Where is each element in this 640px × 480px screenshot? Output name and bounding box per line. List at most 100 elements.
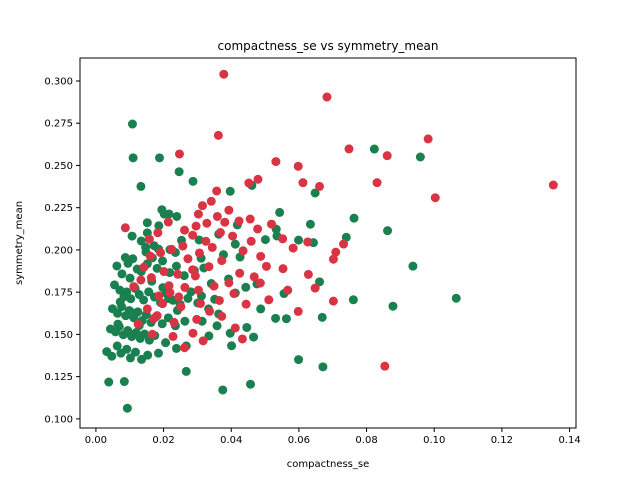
scatter-point (275, 207, 285, 217)
scatter-point (242, 322, 252, 332)
scatter-point (249, 272, 259, 282)
y-tick-label: 0.300 (44, 76, 73, 87)
scatter-point (117, 269, 127, 279)
scatter-point (195, 298, 205, 308)
scatter-point (278, 264, 288, 274)
scatter-point (163, 217, 173, 227)
scatter-point (267, 219, 276, 229)
scatter-point (217, 311, 227, 321)
scatter-point (172, 211, 182, 221)
x-tick-label: 0.02 (152, 435, 174, 446)
x-tick-label: 0.12 (491, 435, 513, 446)
scatter-point (139, 295, 149, 305)
scatter-point (423, 134, 433, 144)
scatter-point (212, 186, 222, 196)
scatter-point (234, 216, 244, 226)
x-tick-label: 0.10 (423, 435, 445, 446)
scatter-point (246, 236, 256, 246)
scatter-point (173, 269, 183, 279)
x-axis-label: compactness_se (287, 459, 370, 470)
scatter-point (305, 219, 315, 229)
scatter-point (164, 281, 174, 291)
scatter-point (260, 235, 270, 245)
scatter-point (145, 251, 155, 261)
y-tick-label: 0.125 (44, 372, 73, 383)
scatter-point (133, 319, 143, 329)
scatter-point (130, 347, 140, 357)
scatter-point (181, 366, 191, 376)
scatter-point (205, 306, 215, 316)
scatter-point (146, 273, 156, 283)
x-tick-label: 0.06 (288, 435, 310, 446)
scatter-point (245, 214, 255, 224)
scatter-point (201, 236, 211, 246)
scatter-point (303, 269, 313, 279)
scatter-point (339, 239, 349, 249)
scatter-point (171, 261, 181, 271)
scatter-point (115, 285, 125, 295)
scatter-point (180, 225, 190, 235)
scatter-point (147, 329, 157, 339)
scatter-point (310, 283, 320, 293)
y-tick-label: 0.275 (44, 119, 73, 130)
scatter-point (191, 221, 201, 231)
scatter-point (219, 69, 229, 79)
scatter-point (271, 157, 281, 167)
x-tick-label: 0.14 (558, 435, 580, 446)
scatter-point (176, 302, 186, 312)
scatter-point (158, 299, 168, 309)
scatter-point (225, 186, 235, 196)
scatter-point (249, 332, 259, 342)
scatter-point (154, 291, 164, 301)
scatter-point (171, 343, 181, 353)
points-layer (102, 69, 558, 413)
scatter-point (156, 248, 166, 258)
scatter-point (128, 153, 138, 163)
scatter-point (264, 295, 274, 305)
scatter-point (174, 149, 184, 159)
scatter-point (238, 246, 248, 256)
scatter-point (142, 218, 152, 228)
scatter-point (415, 152, 425, 162)
scatter-point (125, 273, 135, 283)
scatter-point (122, 403, 132, 413)
scatter-point (190, 271, 200, 281)
scatter-point (193, 285, 203, 295)
scatter-point (214, 295, 224, 305)
scatter-point (349, 213, 359, 223)
plot-frame (79, 57, 577, 429)
scatter-point (215, 228, 225, 238)
scatter-point (369, 144, 379, 154)
scatter-point (165, 288, 175, 298)
scatter-point (310, 188, 320, 198)
scatter-point (380, 361, 390, 371)
scatter-point (318, 362, 328, 372)
scatter-point (315, 277, 325, 287)
scatter-point (159, 267, 169, 277)
x-axis: 0.00 0.02 0.04 0.06 0.08 0.10 0.12 0.14 (85, 428, 581, 446)
scatter-point (144, 234, 154, 244)
scatter-point (271, 313, 281, 323)
scatter-point (228, 231, 238, 241)
scatter-point (328, 296, 338, 306)
y-axis: 0.100 0.125 0.150 0.175 0.200 0.225 0.250 0.275… (44, 76, 80, 425)
scatter-point (129, 282, 139, 292)
scatter-point (281, 314, 291, 324)
scatter-point (322, 92, 332, 102)
scatter-point (124, 306, 134, 316)
y-tick-label: 0.100 (44, 414, 73, 425)
scatter-point (207, 242, 217, 252)
y-tick-label: 0.150 (44, 330, 73, 341)
scatter-point (372, 178, 382, 188)
scatter-point (183, 254, 193, 264)
scatter-point (122, 344, 132, 354)
scatter-point (261, 261, 271, 271)
scatter-point (229, 289, 239, 299)
scatter-point (120, 223, 130, 233)
scatter-point (115, 297, 125, 307)
scatter-point (126, 294, 136, 304)
scatter-point (136, 181, 146, 191)
scatter-point (204, 262, 214, 272)
